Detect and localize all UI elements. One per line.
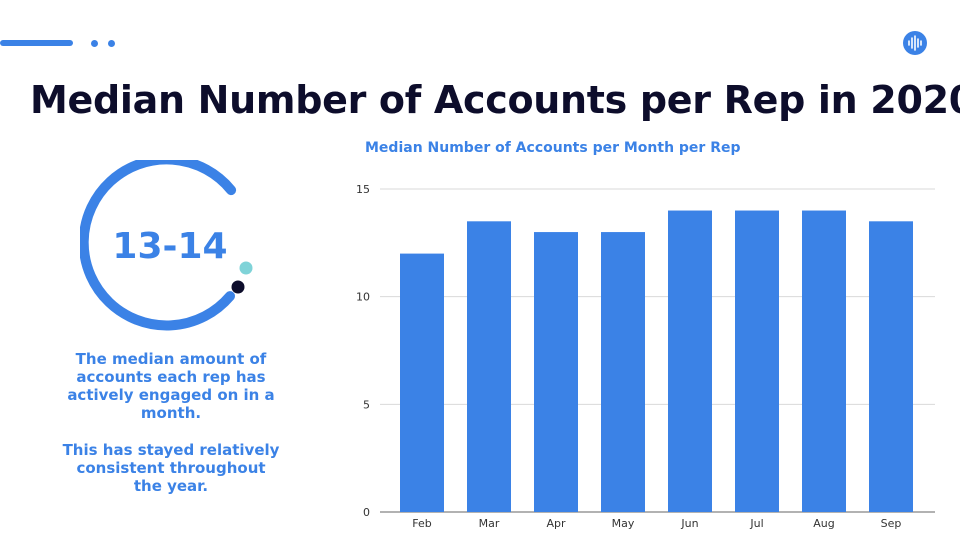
y-tick-label: 10 <box>356 291 370 304</box>
bar-chart: 0 5 10 15 Feb Mar Apr May Jun Jul Aug Sep <box>356 183 935 530</box>
dark-dot <box>231 280 245 294</box>
y-tick-label: 15 <box>356 183 370 196</box>
bar-jun <box>668 210 712 512</box>
decorative-line <box>0 40 73 46</box>
x-tick-label: Sep <box>881 517 902 530</box>
x-tick-label: Jul <box>749 517 763 530</box>
waveform-logo-icon <box>903 31 927 55</box>
decorative-dot <box>91 40 98 47</box>
bar-apr <box>534 232 578 513</box>
bar-mar <box>467 221 511 513</box>
x-tick-label: May <box>612 517 635 530</box>
page-title: Median Number of Accounts per Rep in 202… <box>30 78 960 122</box>
bar-may <box>601 232 645 513</box>
stat-description: The median amount of accounts each rep h… <box>67 350 275 422</box>
x-tick-label: Jun <box>680 517 698 530</box>
x-tick-label: Feb <box>412 517 431 530</box>
x-tick-label: Aug <box>813 517 834 530</box>
chart-title: Median Number of Accounts per Month per … <box>365 140 741 156</box>
x-tick-label: Apr <box>546 517 566 530</box>
x-tick-label: Mar <box>479 517 500 530</box>
bar-sep <box>869 221 913 513</box>
teal-dot <box>239 261 253 275</box>
stat-ring <box>80 160 253 331</box>
y-tick-label: 5 <box>363 398 370 411</box>
decorative-dot <box>108 40 115 47</box>
stat-description-secondary: This has stayed relatively consistent th… <box>62 441 280 495</box>
bar-aug <box>802 210 846 512</box>
stat-value: 13-14 <box>112 226 228 267</box>
stat-ring-arc <box>80 160 237 331</box>
y-tick-label: 0 <box>363 506 370 519</box>
bar-jul <box>735 210 779 512</box>
bar-feb <box>400 253 444 512</box>
